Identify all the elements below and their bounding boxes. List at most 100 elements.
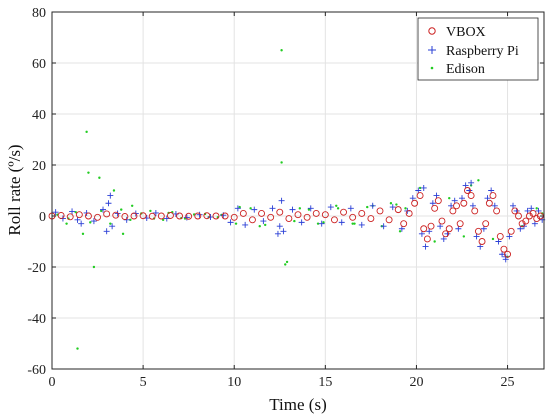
vbox-point: [248, 216, 256, 224]
vbox-point: [489, 192, 497, 200]
raspberry-pi-point: [109, 223, 116, 230]
plot-frame: [51, 11, 545, 370]
raspberry-pi-point: [389, 204, 396, 211]
edison-point: [87, 171, 90, 174]
edison-point: [264, 223, 267, 227]
raspberry-pi-point: [433, 192, 440, 199]
raspberry-pi-point: [152, 209, 159, 216]
y-tick-label: -20: [27, 261, 46, 276]
vbox-point: [130, 212, 138, 220]
y-tick-label: -60: [27, 363, 46, 378]
vbox-point: [185, 212, 193, 220]
raspberry-pi-point: [455, 225, 462, 232]
edison-point: [535, 207, 538, 210]
y-tick-label: 40: [32, 108, 46, 123]
vbox-point: [411, 199, 419, 207]
raspberry-pi-point: [338, 219, 345, 226]
vbox-point: [285, 215, 293, 223]
vbox-point: [294, 211, 302, 219]
vbox-point: [453, 202, 460, 210]
vbox-point: [376, 207, 384, 215]
vbox-point: [467, 192, 475, 200]
edison-point: [404, 207, 407, 210]
vbox-point: [420, 225, 428, 233]
raspberry-pi-point: [278, 197, 285, 204]
vbox-point: [394, 206, 402, 214]
vbox-point: [203, 212, 211, 220]
x-tick-label: 20: [409, 375, 423, 390]
edison-point: [285, 260, 289, 264]
raspberry-pi-point: [163, 215, 170, 222]
vbox-point: [445, 225, 453, 233]
vbox-point: [515, 212, 522, 220]
vbox-point: [529, 209, 537, 217]
edison-point: [280, 49, 283, 52]
legend-edison-marker: [430, 66, 434, 70]
raspberry-pi-point: [510, 202, 517, 209]
vbox-point: [230, 213, 238, 221]
vbox-point: [148, 212, 156, 220]
raspberry-pi-point: [409, 195, 416, 202]
edison-point: [322, 221, 325, 224]
vbox-point: [478, 238, 486, 245]
raspberry-pi-point: [327, 204, 334, 211]
vbox-point: [464, 187, 471, 194]
edison-point: [130, 204, 134, 207]
raspberry-pi-point: [260, 218, 267, 225]
edison-point: [477, 179, 480, 182]
vbox-point: [474, 227, 482, 235]
raspberry-pi-point: [227, 219, 234, 226]
edison-point: [316, 222, 320, 225]
vbox-point: [500, 245, 508, 253]
y-tick-label: 20: [32, 159, 46, 174]
raspberry-pi-point: [459, 195, 465, 202]
vbox-point: [276, 208, 284, 216]
vbox-point: [258, 209, 266, 217]
raspberry-pi-point: [451, 197, 458, 204]
raspberry-pi-point: [78, 220, 85, 227]
edison-point: [284, 263, 287, 266]
vbox-point: [427, 222, 435, 230]
raspberry-pi-point: [473, 233, 480, 240]
raspberry-pi-point: [90, 218, 97, 225]
edison-point: [335, 204, 338, 207]
raspberry-pi-point: [74, 216, 81, 223]
vbox-point: [57, 212, 65, 219]
raspberry-pi-point: [448, 202, 455, 209]
raspberry-pi-point: [437, 223, 444, 230]
edison-point: [366, 205, 369, 209]
edison-point: [249, 207, 252, 210]
y-tick-label: 80: [32, 6, 46, 21]
edison-point: [351, 222, 354, 225]
vbox-point: [194, 212, 202, 220]
edison-point: [448, 196, 451, 200]
edison-point: [121, 232, 125, 236]
raspberry-pi-point: [506, 233, 513, 240]
raspberry-pi-point: [495, 238, 502, 245]
x-tick-label: 5: [140, 375, 147, 390]
raspberry-pi-point: [426, 228, 433, 235]
vbox-point: [340, 208, 348, 216]
edison-point: [89, 221, 92, 224]
vbox-point: [358, 209, 366, 217]
raspberry-pi-point: [528, 205, 535, 212]
raspberry-pi-point: [234, 205, 241, 212]
raspberry-pi-point: [298, 219, 305, 226]
vbox-point: [121, 213, 129, 220]
edison-point: [238, 205, 241, 209]
raspberry-pi-point: [307, 205, 314, 212]
vbox-point: [139, 212, 147, 220]
edison-point: [109, 222, 112, 225]
vbox-point: [442, 230, 450, 238]
vbox-point: [112, 211, 120, 219]
data-series: [48, 49, 546, 350]
raspberry-pi-point: [380, 223, 387, 230]
vbox-point: [312, 209, 320, 217]
edison-point: [112, 189, 116, 192]
raspberry-pi-point: [100, 206, 107, 213]
raspberry-pi-point: [418, 230, 425, 237]
edison-point: [234, 222, 238, 225]
edison-point: [395, 203, 398, 206]
vbox-point: [212, 212, 220, 220]
